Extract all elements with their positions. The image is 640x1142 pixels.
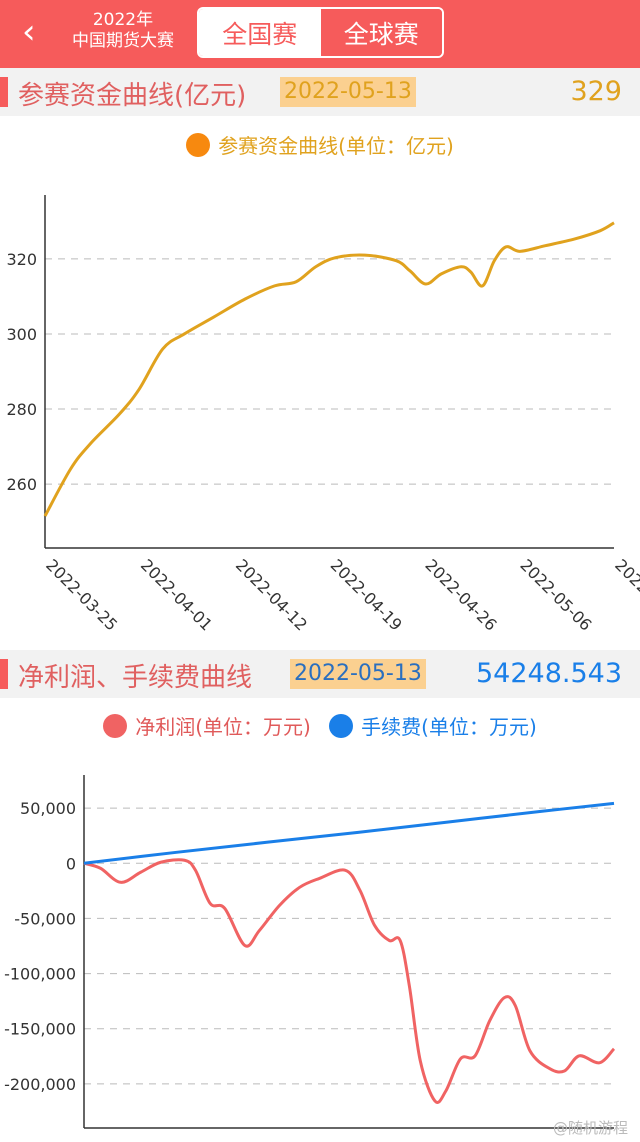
- y-tick-label: 50,000: [20, 799, 76, 818]
- y-tick-label: -50,000: [14, 909, 76, 928]
- y-tick-label: -150,000: [4, 1020, 76, 1039]
- tab-national[interactable]: 全国赛: [199, 9, 321, 56]
- tab-global[interactable]: 全球赛: [320, 9, 442, 56]
- y-tick-label: 300: [6, 325, 37, 344]
- y-tick-label: 320: [6, 250, 37, 269]
- y-tick-label: 260: [6, 475, 37, 494]
- legend-label: 参赛资金曲线(单位：亿元): [218, 134, 454, 158]
- fee-value: 54248.543: [475, 658, 622, 689]
- top-bar: ‹ 2022年 中国期货大赛 全国赛 全球赛: [0, 0, 640, 68]
- legend-dot-icon: [186, 133, 211, 157]
- date-badge: 2022-05-13: [290, 659, 426, 689]
- series-line-0: [83, 858, 616, 1104]
- title-year: 2022年: [92, 10, 154, 30]
- section-title: 参赛资金曲线(亿元): [18, 81, 247, 111]
- legend-dot-icon: [103, 714, 128, 738]
- section-title: 净利润、手续费曲线: [18, 663, 253, 693]
- title-name: 中国期货大赛: [72, 31, 174, 51]
- legend-capital: 参赛资金曲线(单位：亿元): [0, 130, 640, 159]
- legend-label-profit: 净利润(单位：万元): [135, 715, 311, 739]
- watermark: @随机游程: [552, 1119, 628, 1137]
- legend-dot-icon: [329, 714, 354, 738]
- chevron-left-icon[interactable]: ‹: [22, 12, 36, 52]
- competition-segment: 全国赛 全球赛: [197, 7, 444, 58]
- accent-bar: [0, 659, 8, 689]
- section-header-profit: 净利润、手续费曲线 2022-05-13 54248.543: [0, 650, 640, 698]
- app-title: 2022年 中国期货大赛: [58, 10, 188, 52]
- series-line-0: [43, 221, 615, 517]
- date-badge: 2022-05-13: [280, 77, 416, 107]
- accent-bar: [0, 77, 8, 107]
- legend-profit: 净利润(单位：万元) 手续费(单位：万元): [0, 711, 640, 740]
- legend-label-fee: 手续费(单位：万元): [361, 715, 537, 739]
- series-line-1: [83, 801, 615, 865]
- section-header-capital: 参赛资金曲线(亿元) 2022-05-13 329: [0, 68, 640, 116]
- y-tick-label: -100,000: [4, 965, 76, 984]
- capital-value: 329: [570, 76, 622, 107]
- y-tick-label: 280: [6, 400, 37, 419]
- y-tick-label: -200,000: [4, 1075, 76, 1094]
- y-tick-label: 0: [66, 854, 76, 873]
